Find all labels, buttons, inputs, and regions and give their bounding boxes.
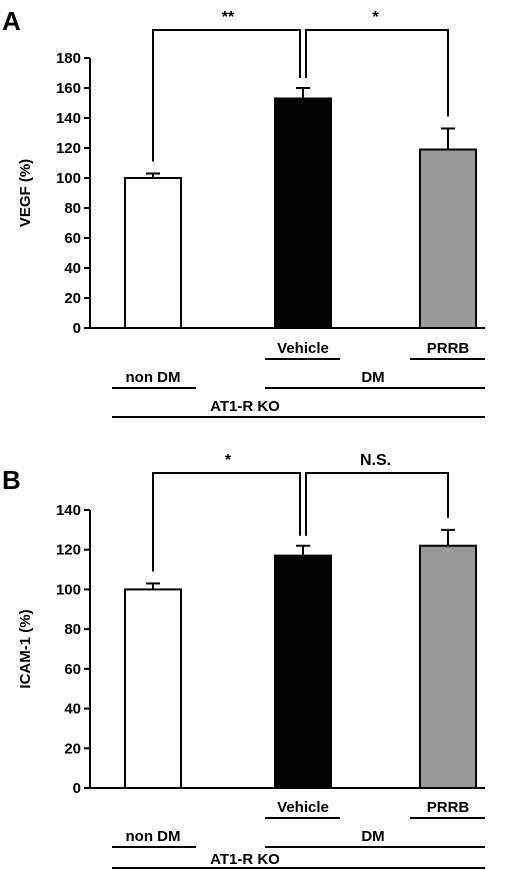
x-category-label: PRRB: [427, 340, 470, 357]
y-tick-label: 0: [73, 780, 81, 797]
y-tick-label: 60: [64, 230, 81, 247]
panel-label: B: [2, 465, 21, 495]
y-tick-label: 100: [56, 581, 81, 598]
y-tick-label: 60: [64, 661, 81, 678]
bar-vehicle: [274, 554, 332, 790]
group-label-dm: DM: [361, 369, 384, 386]
y-tick-label: 140: [56, 502, 81, 519]
significance-bracket: [305, 472, 449, 536]
bar-prrb: [419, 544, 477, 789]
y-tick-label: 140: [56, 110, 81, 127]
chart-panel-B: B 0 20 40 60 80 100 120 140 ICAM-1 (%) * N.S. Vehicl…: [2, 452, 485, 869]
y-axis-label: ICAM-1 (%): [17, 609, 34, 688]
significance-label: **: [222, 9, 235, 26]
group-label-outer: AT1-R KO: [210, 398, 280, 415]
significance-bracket: [305, 29, 449, 117]
x-category-label: non DM: [126, 369, 181, 386]
y-axis-label: VEGF (%): [17, 159, 34, 227]
bar-non-dm: [124, 177, 182, 329]
y-tick-label: 80: [64, 200, 81, 217]
y-tick-label: 120: [56, 140, 81, 157]
significance-bracket: [152, 29, 301, 162]
significance-label: N.S.: [360, 452, 391, 469]
y-tick-label: 80: [64, 621, 81, 638]
y-tick-label: 120: [56, 542, 81, 559]
y-tick-label: 180: [56, 50, 81, 67]
group-label-dm: DM: [361, 828, 384, 845]
panel-label: A: [2, 6, 21, 36]
y-tick-label: 160: [56, 80, 81, 97]
significance-label: *: [225, 452, 232, 469]
y-tick-label: 40: [64, 260, 81, 277]
bar-vehicle: [274, 97, 332, 329]
y-tick-label: 20: [64, 740, 81, 757]
x-category-label: Vehicle: [277, 340, 329, 357]
y-tick-label: 100: [56, 170, 81, 187]
significance-bracket: [152, 472, 301, 572]
y-tick-label: 0: [73, 320, 81, 337]
x-category-label: Vehicle: [277, 799, 329, 816]
y-tick-label: 20: [64, 290, 81, 307]
bar-non-dm: [124, 588, 182, 790]
x-category-label: PRRB: [427, 799, 470, 816]
y-tick-label: 40: [64, 701, 81, 718]
group-label-outer: AT1-R KO: [210, 851, 280, 868]
significance-label: *: [372, 9, 379, 26]
x-category-label: non DM: [126, 828, 181, 845]
bar-prrb: [419, 148, 477, 329]
